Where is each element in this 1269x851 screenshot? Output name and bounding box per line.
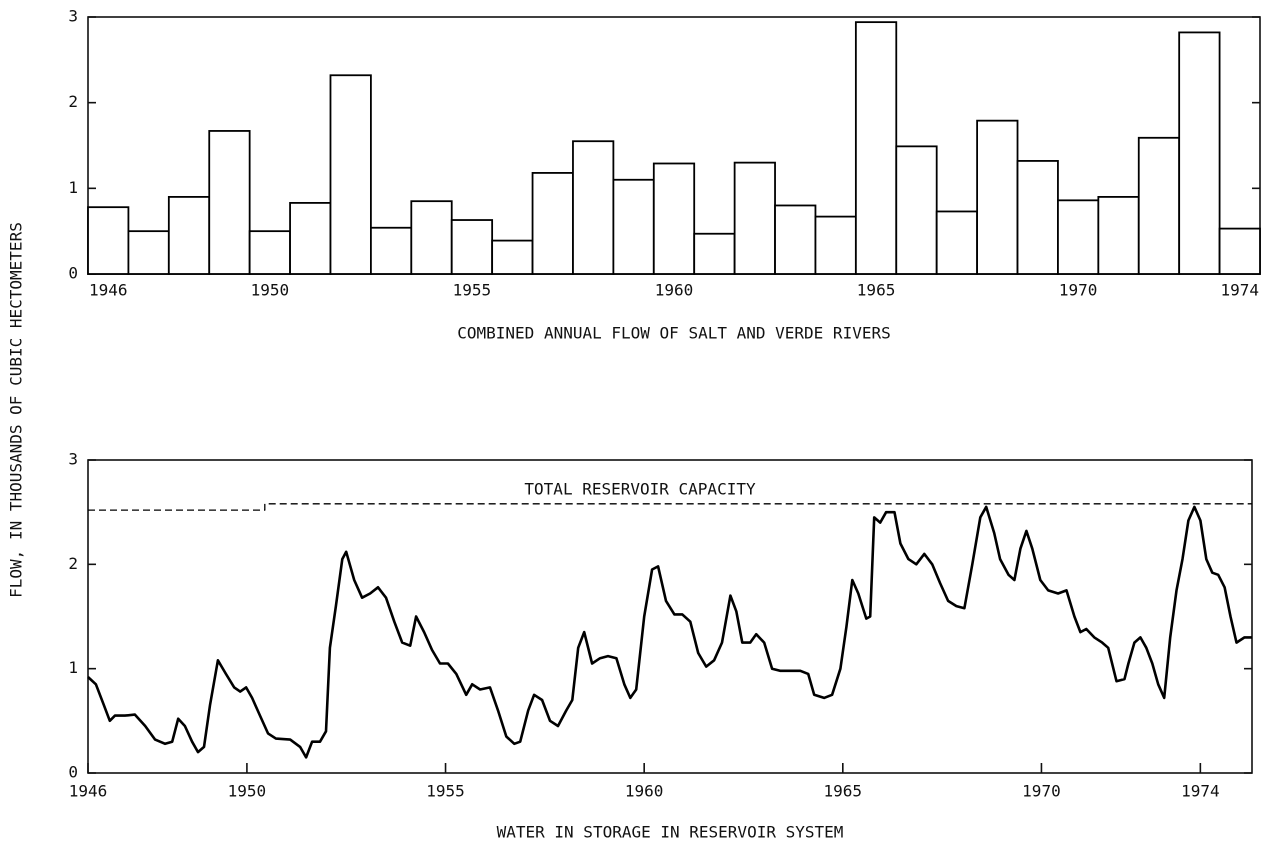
x-tick-label: 1965 [857, 281, 896, 300]
bar [1137, 136, 1181, 275]
bar [814, 215, 857, 275]
bar [733, 161, 776, 275]
y-tick-label: 3 [68, 450, 78, 469]
bar [87, 206, 130, 275]
x-tick-label: 1960 [655, 281, 694, 300]
y-tick-label: 0 [68, 264, 78, 283]
x-tick-label: 1950 [228, 782, 267, 801]
bar [531, 172, 574, 275]
bar [329, 74, 372, 275]
x-tick-label: 1950 [251, 281, 290, 300]
bar [1057, 199, 1100, 275]
x-axis-label: WATER IN STORAGE IN RESERVOIR SYSTEM [497, 823, 844, 842]
bar [572, 140, 615, 275]
x-tick-label: 1970 [1022, 782, 1061, 801]
storage-line [87, 505, 1252, 759]
bar [410, 200, 453, 275]
x-tick-label: 1955 [426, 782, 465, 801]
bar [1016, 160, 1059, 275]
bar [895, 145, 938, 275]
y-tick-label: 2 [68, 554, 78, 573]
x-tick-label: 1974 [1181, 782, 1220, 801]
y-tick-label: 1 [68, 658, 78, 677]
x-tick-label: 1974 [1221, 281, 1260, 300]
bar [976, 119, 1019, 275]
bar [854, 21, 898, 275]
bar [652, 162, 696, 275]
y-tick-label: 0 [68, 763, 78, 782]
capacity-line [88, 503, 1252, 511]
bar [289, 201, 332, 275]
bar [1218, 227, 1261, 275]
bar [1178, 31, 1221, 275]
bar [450, 219, 494, 275]
x-axis-label: COMBINED ANNUAL FLOW OF SALT AND VERDE R… [457, 324, 890, 343]
bar [935, 210, 979, 275]
y-tick-label: 1 [68, 178, 78, 197]
y-tick-label: 3 [68, 7, 78, 26]
bar [208, 130, 251, 275]
x-tick-label: 1946 [69, 782, 108, 801]
plot-frame [87, 459, 1253, 774]
x-tick-label: 1970 [1059, 281, 1098, 300]
x-tick-label: 1946 [89, 281, 128, 300]
y-axis-label: FLOW, IN THOUSANDS OF CUBIC HECTOMETERS [7, 222, 26, 598]
line-annotation: TOTAL RESERVOIR CAPACITY [524, 479, 756, 498]
x-tick-label: 1960 [625, 782, 664, 801]
bar [127, 230, 170, 275]
bar [612, 178, 655, 275]
bar [248, 230, 291, 275]
bar [693, 232, 736, 275]
y-tick-label: 2 [68, 92, 78, 111]
x-tick-label: 1965 [824, 782, 863, 801]
x-tick-label: 1955 [453, 281, 492, 300]
bar [1097, 195, 1140, 275]
bar [369, 226, 413, 275]
bar [167, 195, 211, 275]
bar [491, 239, 534, 275]
bar [774, 204, 817, 275]
